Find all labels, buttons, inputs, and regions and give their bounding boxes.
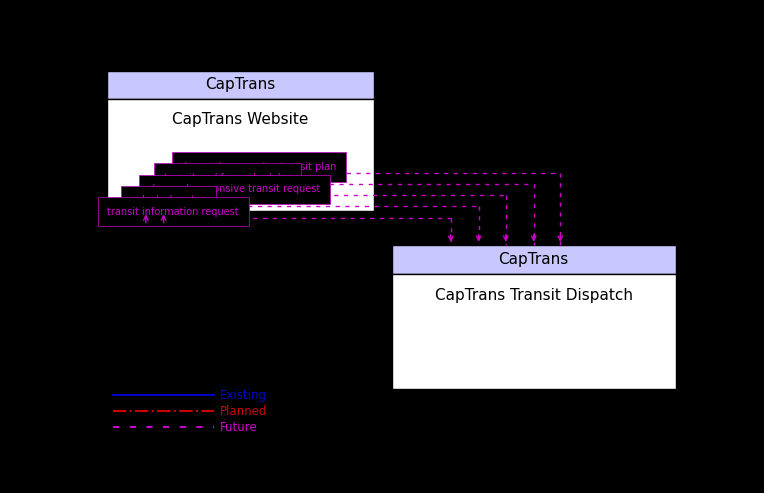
Bar (392, 245, 676, 274)
Text: transit and fare schedules: transit and fare schedules (163, 173, 291, 183)
Bar (107, 70, 374, 99)
Text: CapTrans: CapTrans (499, 252, 568, 267)
Text: CapTrans Website: CapTrans Website (173, 112, 309, 127)
Text: Planned: Planned (220, 405, 267, 418)
Text: CapTrans Transit Dispatch: CapTrans Transit Dispatch (435, 288, 633, 303)
Text: CapTrans: CapTrans (206, 77, 276, 92)
Text: Future: Future (220, 421, 257, 433)
Bar (392, 274, 676, 389)
Text: selected routes: selected routes (131, 195, 206, 205)
Text: transit information request: transit information request (107, 207, 239, 217)
Text: demand responsive transit request: demand responsive transit request (149, 184, 320, 194)
Bar (107, 99, 374, 211)
Text: Existing: Existing (220, 388, 267, 402)
Text: demand responsive transit plan: demand responsive transit plan (181, 162, 337, 172)
